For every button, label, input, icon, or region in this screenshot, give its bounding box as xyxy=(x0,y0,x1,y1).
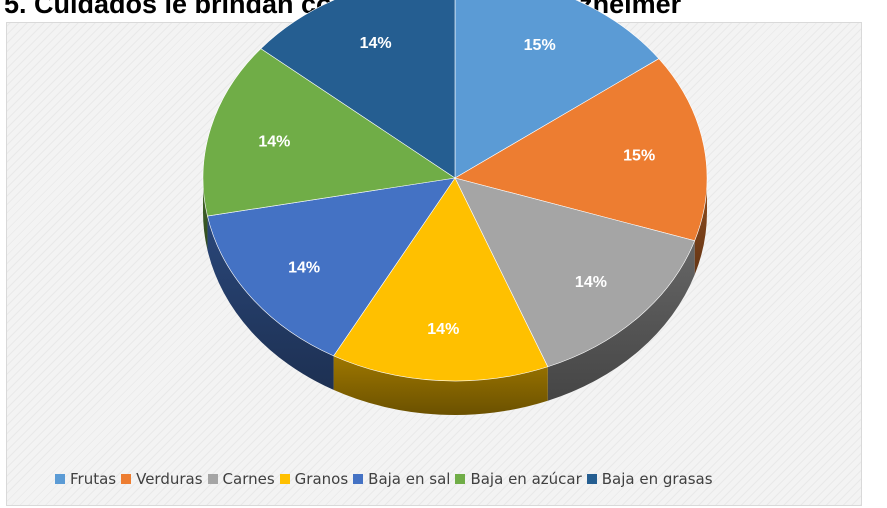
legend-item-baja-en-sal: Baja en sal xyxy=(353,470,450,488)
legend-item-frutas: Frutas xyxy=(55,470,116,488)
pie-side-granos xyxy=(333,355,548,415)
chart-legend: Frutas Verduras Carnes Granos Baja en sal Baj… xyxy=(55,470,855,488)
data-label-baja-en-azúcar: 14% xyxy=(258,134,290,151)
legend-item-baja-en-azúcar: Baja en azúcar xyxy=(455,470,582,488)
legend-item-baja-en-grasas: Baja en grasas xyxy=(586,470,713,488)
legend-swatch xyxy=(279,474,290,484)
pie-side-carnes xyxy=(547,240,695,401)
legend-label: Baja en azúcar xyxy=(470,470,582,488)
pie-side-baja-en-azúcar xyxy=(203,178,208,251)
legend-swatch xyxy=(121,474,132,484)
data-label-baja-en-grasas: 14% xyxy=(360,35,392,52)
pie-side-walls xyxy=(203,178,707,415)
legend-swatch xyxy=(353,474,364,484)
legend-label: Verduras xyxy=(136,470,203,488)
legend-swatch xyxy=(207,474,218,484)
legend-label: Carnes xyxy=(222,470,275,488)
legend-swatch xyxy=(586,474,597,484)
legend-label: Baja en sal xyxy=(368,470,451,488)
pie-slice-carnes xyxy=(454,177,696,368)
data-label-frutas: 15% xyxy=(524,37,556,54)
legend-label: Granos xyxy=(294,470,349,488)
pie-slice-granos xyxy=(333,177,549,382)
legend-swatch xyxy=(455,474,466,484)
legend-label: Baja en grasas xyxy=(601,470,713,488)
data-label-verduras: 15% xyxy=(623,148,655,165)
pie-slices xyxy=(202,0,708,382)
pie-side-baja-en-sal xyxy=(207,216,334,390)
pie-slice-frutas xyxy=(454,0,660,179)
legend-label: Frutas xyxy=(70,470,117,488)
data-labels: 15% 15% 14% 14% 14% 14% 14% xyxy=(258,35,655,338)
data-label-carnes: 14% xyxy=(575,274,607,291)
data-label-baja-en-sal: 14% xyxy=(288,259,320,276)
legend-swatch xyxy=(55,474,65,484)
pie-side-verduras xyxy=(694,178,707,275)
pie-slice-baja-en-sal xyxy=(207,177,456,357)
data-label-granos: 14% xyxy=(427,321,459,338)
pie-slice-verduras xyxy=(454,58,708,242)
legend-item-verduras: Verduras xyxy=(121,470,203,488)
legend-item-carnes: Carnes xyxy=(207,470,275,488)
pie-slice-baja-en-grasas xyxy=(260,0,456,179)
legend-item-granos: Granos xyxy=(279,470,349,488)
pie-slice-baja-en-azúcar xyxy=(202,48,456,217)
